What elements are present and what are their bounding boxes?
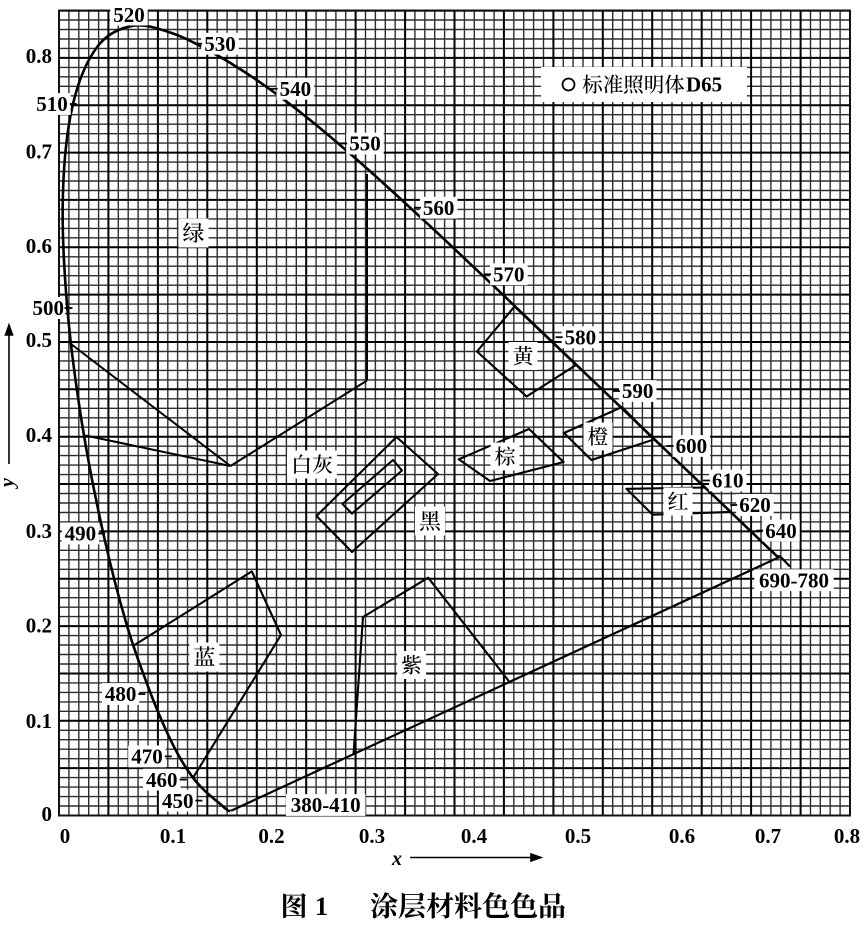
svg-text:0.2: 0.2 — [26, 614, 52, 638]
svg-text:0.6: 0.6 — [26, 234, 52, 258]
svg-text:510: 510 — [36, 92, 68, 116]
svg-text:480: 480 — [105, 682, 137, 706]
svg-text:450: 450 — [162, 789, 194, 813]
svg-text:x: x — [391, 848, 402, 870]
svg-text:460: 460 — [146, 768, 178, 792]
svg-text:610: 610 — [712, 469, 744, 493]
svg-text:520: 520 — [113, 3, 145, 27]
svg-text:D65: D65 — [686, 73, 722, 97]
svg-text:500: 500 — [33, 296, 65, 320]
svg-text:0: 0 — [42, 802, 53, 826]
svg-text:590: 590 — [622, 379, 654, 403]
svg-text:0.4: 0.4 — [26, 423, 53, 447]
svg-text:550: 550 — [349, 132, 381, 156]
svg-text:490: 490 — [65, 522, 97, 546]
svg-text:380-410: 380-410 — [291, 793, 361, 817]
svg-text:0.1: 0.1 — [26, 709, 52, 733]
svg-text:470: 470 — [131, 745, 163, 769]
svg-text:0.5: 0.5 — [26, 328, 52, 352]
svg-text:0.3: 0.3 — [26, 519, 52, 543]
svg-text:570: 570 — [493, 263, 525, 287]
svg-text:530: 530 — [204, 32, 236, 56]
svg-text:0.3: 0.3 — [359, 824, 385, 848]
svg-text:540: 540 — [280, 77, 312, 101]
svg-text:0: 0 — [60, 824, 71, 848]
svg-text:0.4: 0.4 — [461, 824, 488, 848]
svg-text:1: 1 — [315, 892, 328, 921]
svg-text:0.5: 0.5 — [565, 824, 591, 848]
svg-text:0.6: 0.6 — [669, 824, 695, 848]
svg-text:580: 580 — [565, 325, 597, 349]
svg-text:0.8: 0.8 — [834, 824, 860, 848]
svg-text:y: y — [0, 478, 19, 489]
svg-text:620: 620 — [739, 493, 771, 517]
svg-text:0.7: 0.7 — [26, 140, 52, 164]
svg-text:600: 600 — [676, 434, 708, 458]
svg-text:690-780: 690-780 — [759, 568, 829, 592]
svg-text:0.7: 0.7 — [755, 824, 781, 848]
svg-text:0.1: 0.1 — [160, 824, 186, 848]
svg-text:0.2: 0.2 — [258, 824, 284, 848]
svg-text:560: 560 — [423, 196, 455, 220]
svg-text:0.8: 0.8 — [26, 44, 52, 68]
svg-text:640: 640 — [765, 519, 797, 543]
